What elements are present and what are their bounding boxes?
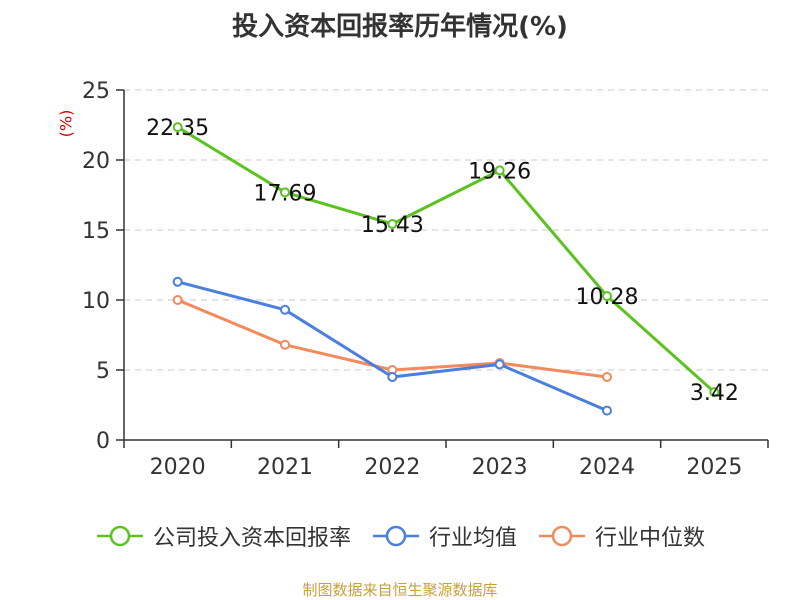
legend-marker-industry-avg-icon	[372, 525, 419, 547]
data-label-company: 22.35	[146, 116, 209, 141]
chart-title: 投入资本回报率历年情况(%)	[232, 12, 568, 42]
y-tick-label: 15	[82, 219, 110, 244]
y-tick-label: 5	[96, 359, 110, 384]
data-point-industry-median	[172, 295, 183, 305]
data-label-company: 17.69	[254, 181, 317, 206]
y-tick-label: 25	[82, 79, 110, 104]
y-tick-label: 0	[96, 429, 110, 454]
data-point-industry-median	[280, 339, 290, 350]
data-labels: 22.35 17.69 15.43 19.26 10.28 3.42	[146, 116, 739, 406]
x-tick-label: 2021	[257, 455, 313, 480]
data-point-company	[494, 165, 505, 176]
x-tick-label: 2024	[579, 455, 635, 480]
data-point-industry-avg	[387, 372, 398, 382]
x-tick-label: 2022	[364, 455, 420, 480]
legend-label-industry-median: 行业中位数	[595, 526, 706, 551]
data-point-company	[602, 291, 612, 302]
x-tick-label: 2023	[472, 455, 528, 480]
data-label-company: 10.28	[576, 285, 639, 310]
y-tick-label: 10	[82, 289, 110, 314]
data-label-company: 15.43	[361, 213, 424, 238]
data-point-company	[387, 218, 398, 229]
series-line-industry-avg	[177, 280, 608, 412]
legend-item-company[interactable]: 公司投入资本回报率	[95, 520, 351, 552]
data-point-company	[172, 122, 183, 133]
data-point-company	[280, 187, 290, 198]
data-point-company	[709, 387, 720, 398]
legend-label-company: 公司投入资本回报率	[152, 526, 351, 551]
data-label-company: 3.42	[690, 381, 739, 406]
data-point-industry-median	[602, 372, 612, 382]
data-point-industry-avg	[280, 304, 290, 315]
legend: 公司投入资本回报率 行业均值 行业中位数	[0, 520, 800, 552]
y-tick-label: 20	[82, 149, 110, 174]
data-point-industry-avg	[602, 405, 612, 416]
legend-marker-industry-median-icon	[539, 525, 585, 547]
data-label-company: 19.26	[468, 159, 531, 184]
legend-item-industry-avg[interactable]: 行业均值	[371, 520, 517, 552]
series-line-company	[176, 125, 716, 394]
x-tick-label: 2025	[686, 455, 742, 480]
series-lines	[172, 122, 720, 416]
x-tick-label: 2020	[150, 455, 206, 480]
legend-marker-company-icon	[96, 525, 143, 547]
data-point-industry-avg	[494, 359, 505, 370]
source-note: 制图数据来自恒生聚源数据库	[302, 581, 498, 599]
grid-lines	[124, 89, 768, 371]
legend-label-industry-avg: 行业均值	[428, 526, 517, 551]
data-point-industry-avg	[172, 276, 183, 287]
legend-item-industry-median[interactable]: 行业中位数	[537, 520, 705, 552]
